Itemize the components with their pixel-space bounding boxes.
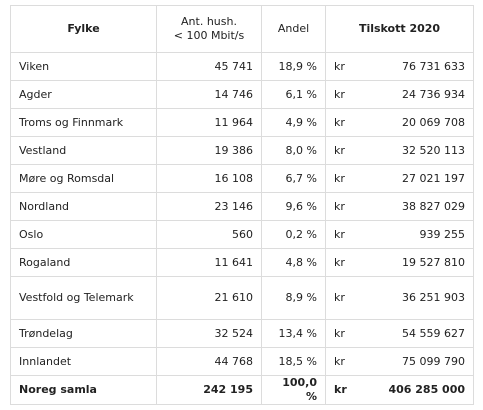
total-share: 100,0 %	[261, 375, 326, 405]
county-cell: Vestland	[10, 136, 157, 165]
header-fylke: Fylke	[10, 5, 157, 53]
table-row: Innlandet 44 768 18,5 % kr 75 099 790	[10, 347, 475, 376]
currency-cell: kr	[325, 319, 371, 348]
share-cell: 18,9 %	[261, 52, 326, 81]
county-cell: Rogaland	[10, 248, 157, 277]
grant-cell: 19 527 810	[370, 248, 475, 277]
county-cell: Vestfold og Telemark	[10, 276, 157, 320]
table-row: Rogaland 11 641 4,8 % kr 19 527 810	[10, 248, 475, 277]
households-cell: 45 741	[156, 52, 262, 81]
households-cell: 14 746	[156, 80, 262, 109]
share-cell: 18,5 %	[261, 347, 326, 376]
header-share: Andel	[261, 5, 326, 53]
share-cell: 8,9 %	[261, 276, 326, 320]
currency-cell: kr	[325, 248, 371, 277]
households-cell: 11 964	[156, 108, 262, 137]
table-row: Agder 14 746 6,1 % kr 24 736 934	[10, 80, 475, 109]
currency-cell: kr	[325, 347, 371, 376]
table-row: Viken 45 741 18,9 % kr 76 731 633	[10, 52, 475, 81]
grant-cell: 76 731 633	[370, 52, 475, 81]
share-cell: 8,0 %	[261, 136, 326, 165]
total-currency: kr	[325, 375, 371, 405]
currency-cell: kr	[325, 108, 371, 137]
grant-cell: 939 255	[370, 220, 475, 249]
table-row: Vestland 19 386 8,0 % kr 32 520 113	[10, 136, 475, 165]
county-cell: Møre og Romsdal	[10, 164, 157, 193]
currency-cell: kr	[325, 80, 371, 109]
grant-cell: 54 559 627	[370, 319, 475, 348]
currency-cell: kr	[325, 220, 371, 249]
table-row: Vestfold og Telemark 21 610 8,9 % kr 36 251 …	[10, 276, 475, 320]
grant-table: Fylke Ant. hush. < 100 Mbit/s Andel Tils…	[10, 5, 475, 405]
share-cell: 6,7 %	[261, 164, 326, 193]
households-cell: 32 524	[156, 319, 262, 348]
grant-cell: 38 827 029	[370, 192, 475, 221]
households-cell: 19 386	[156, 136, 262, 165]
share-cell: 0,2 %	[261, 220, 326, 249]
total-grant: 406 285 000	[370, 375, 475, 405]
households-cell: 560	[156, 220, 262, 249]
table-row: Nordland 23 146 9,6 % kr 38 827 029	[10, 192, 475, 221]
households-cell: 11 641	[156, 248, 262, 277]
households-cell: 44 768	[156, 347, 262, 376]
table-body: Viken 45 741 18,9 % kr 76 731 633 Agder 14 746…	[10, 52, 475, 376]
table-row: Trøndelag 32 524 13,4 % kr 54 559 627	[10, 319, 475, 348]
county-cell: Agder	[10, 80, 157, 109]
header-households-line2: < 100 Mbit/s	[173, 29, 245, 42]
total-row: Noreg samla 242 195 100,0 % kr 406 285 0…	[10, 375, 475, 405]
total-households: 242 195	[156, 375, 262, 405]
households-cell: 16 108	[156, 164, 262, 193]
currency-cell: kr	[325, 164, 371, 193]
table-row: Møre og Romsdal 16 108 6,7 % kr 27 021 197	[10, 164, 475, 193]
share-cell: 6,1 %	[261, 80, 326, 109]
header-households: Ant. hush. < 100 Mbit/s	[156, 5, 262, 53]
county-cell: Nordland	[10, 192, 157, 221]
grant-cell: 32 520 113	[370, 136, 475, 165]
households-cell: 23 146	[156, 192, 262, 221]
share-cell: 4,9 %	[261, 108, 326, 137]
county-cell: Trøndelag	[10, 319, 157, 348]
currency-cell: kr	[325, 136, 371, 165]
households-cell: 21 610	[156, 276, 262, 320]
currency-cell: kr	[325, 276, 371, 320]
share-cell: 4,8 %	[261, 248, 326, 277]
share-cell: 9,6 %	[261, 192, 326, 221]
county-cell: Innlandet	[10, 347, 157, 376]
share-cell: 13,4 %	[261, 319, 326, 348]
grant-cell: 24 736 934	[370, 80, 475, 109]
currency-cell: kr	[325, 52, 371, 81]
county-cell: Troms og Finnmark	[10, 108, 157, 137]
header-grant: Tilskott 2020	[324, 5, 475, 53]
currency-cell: kr	[325, 192, 371, 221]
grant-cell: 36 251 903	[370, 276, 475, 320]
total-label: Noreg samla	[10, 375, 157, 405]
grant-cell: 20 069 708	[370, 108, 475, 137]
header-row: Fylke Ant. hush. < 100 Mbit/s Andel Tils…	[10, 5, 475, 53]
table-row: Oslo 560 0,2 % kr 939 255	[10, 220, 475, 249]
county-cell: Oslo	[10, 220, 157, 249]
header-households-line1: Ant. hush.	[181, 15, 237, 28]
table-row: Troms og Finnmark 11 964 4,9 % kr 20 069 708	[10, 108, 475, 137]
county-cell: Viken	[10, 52, 157, 81]
grant-cell: 27 021 197	[370, 164, 475, 193]
grant-cell: 75 099 790	[370, 347, 475, 376]
